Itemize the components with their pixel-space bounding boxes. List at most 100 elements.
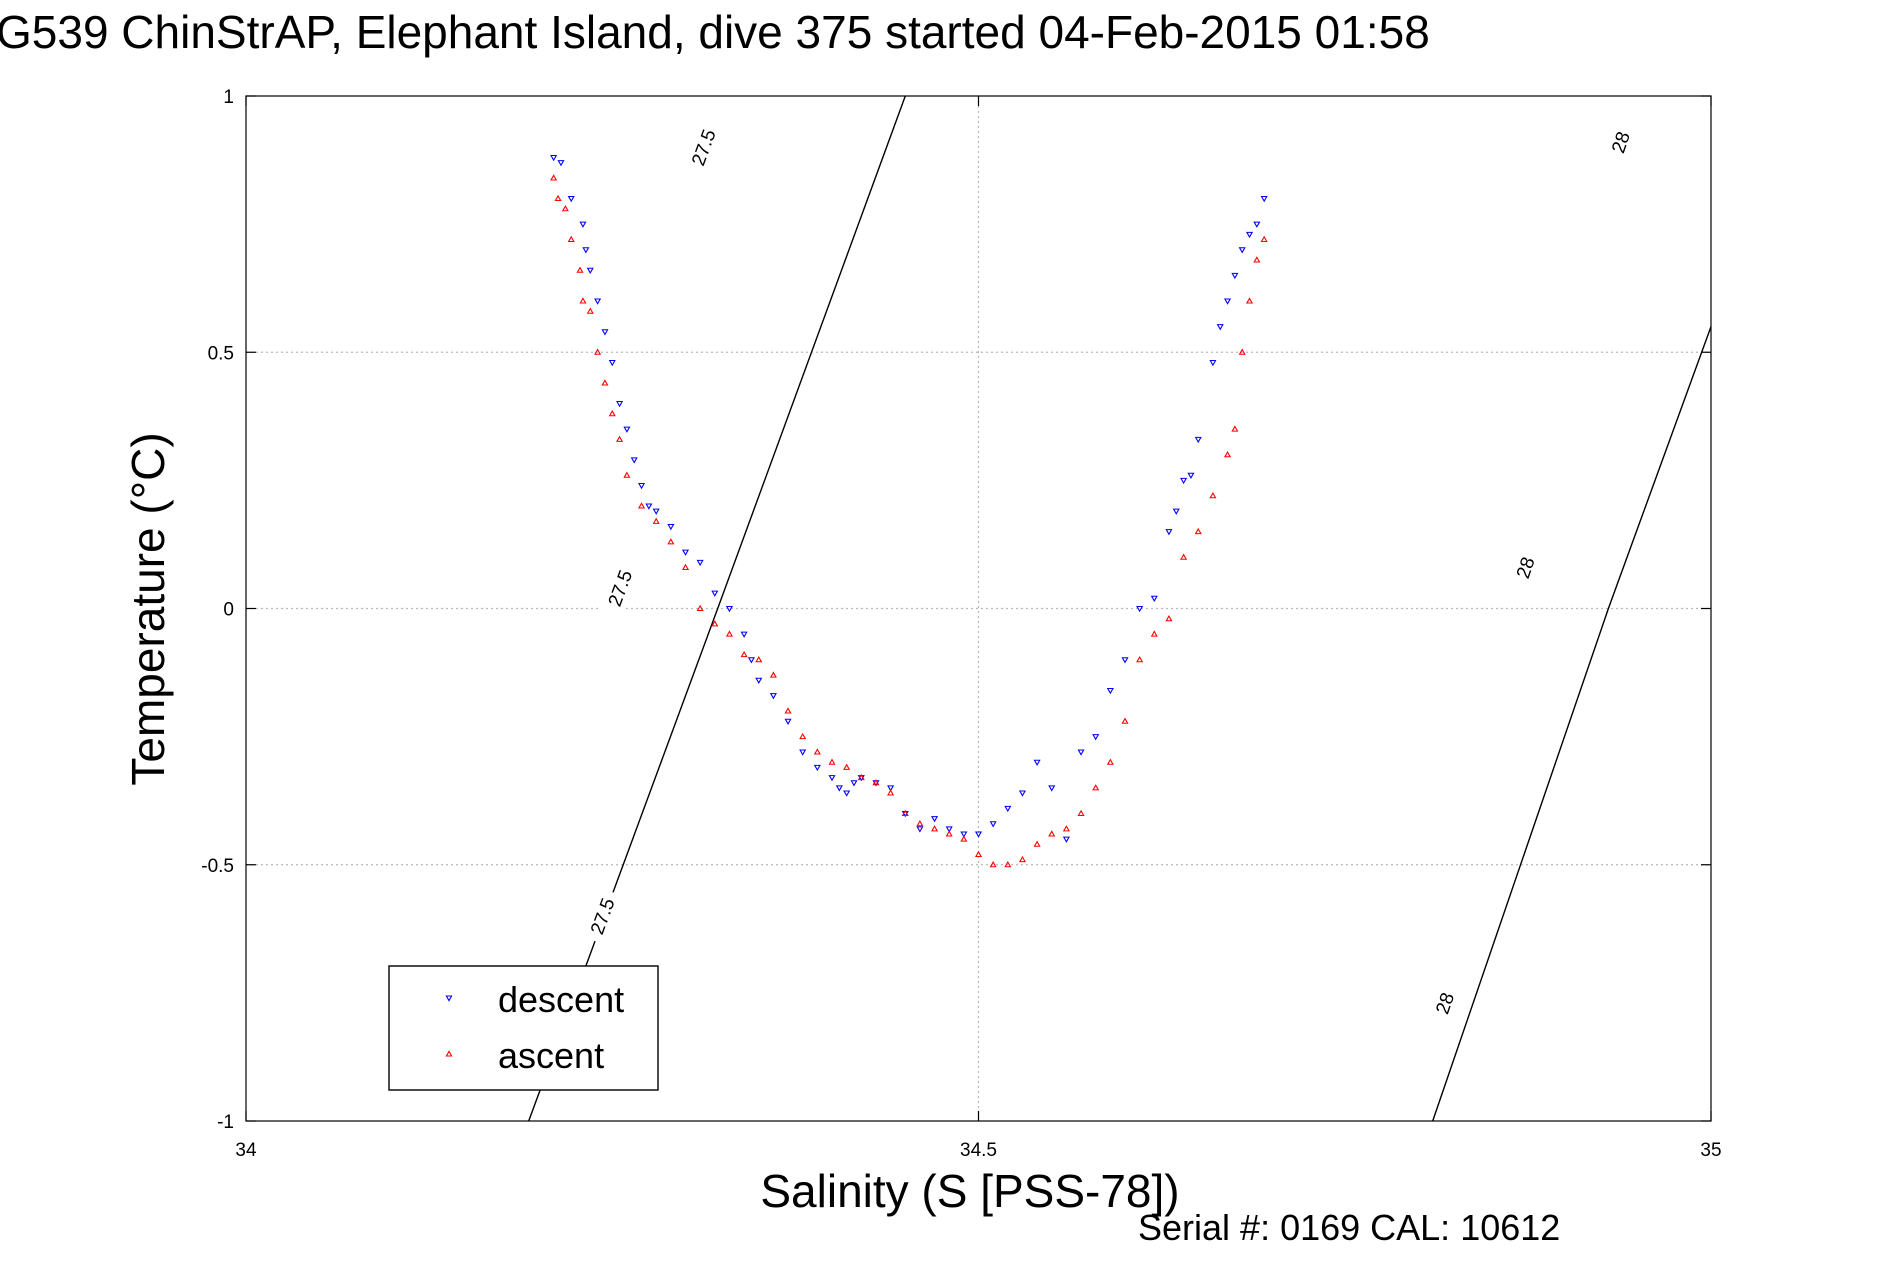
ascent-point	[1062, 825, 1070, 832]
ascent-point	[579, 297, 587, 304]
descent-point	[582, 247, 590, 254]
descent-point	[755, 677, 763, 684]
ascent-point	[1194, 527, 1202, 535]
ascent-point	[872, 779, 880, 786]
isopycnal-label: 27.5	[587, 896, 619, 938]
tick-layer: 34 34.5 35 -1 -0.5 0 0.5 1	[201, 87, 1721, 1161]
ascent-point	[755, 656, 763, 663]
ascent-point	[769, 671, 777, 678]
ascent-point	[1260, 235, 1268, 243]
descent-point	[667, 523, 675, 531]
legend-label-descent: descent	[498, 979, 624, 1020]
descent-point	[931, 816, 939, 823]
x-axis-label: Salinity (S [PSS-78])	[760, 1165, 1179, 1217]
ascent-point	[725, 630, 733, 637]
legend-marker-descent	[445, 995, 453, 1002]
ascent-point	[784, 707, 792, 714]
ascent-point	[1048, 830, 1056, 837]
x-tick-label: 35	[1700, 1140, 1721, 1161]
descent-point	[916, 826, 924, 833]
x-tick-label: 34	[235, 1140, 257, 1161]
descent-point	[887, 785, 895, 792]
ascent-point	[1224, 451, 1232, 458]
ascent-point	[554, 194, 562, 202]
ascent-point	[1150, 630, 1158, 637]
descent-point	[1194, 436, 1202, 444]
ascent-point	[681, 563, 690, 571]
ascent-point	[901, 809, 909, 817]
descent-point	[740, 631, 748, 638]
y-tick-label: -0.5	[201, 856, 234, 877]
ascent-point	[857, 773, 865, 781]
ascent-point	[974, 850, 983, 858]
ascent-point	[561, 205, 569, 212]
isopycnal-line	[528, 95, 906, 1122]
descent-point	[799, 749, 807, 756]
ascent-point	[1033, 840, 1041, 847]
descent-point	[1106, 687, 1114, 695]
isopycnal-line	[1432, 326, 1712, 1122]
descent-point	[1224, 298, 1232, 305]
ascent-point	[1253, 256, 1261, 263]
isopycnal-label-bg	[1600, 113, 1640, 171]
descent-point	[1238, 247, 1246, 254]
ascent-point	[843, 763, 851, 770]
y-tick-label: 0	[223, 600, 234, 621]
descent-point	[1004, 805, 1012, 813]
descent-point	[608, 359, 616, 367]
ascent-point	[1245, 297, 1254, 304]
ascent-point	[887, 789, 895, 796]
descent-point	[1260, 195, 1268, 203]
x-tick-label: 34.5	[960, 1140, 997, 1161]
ascent-point	[740, 650, 748, 658]
descent-point	[1033, 759, 1041, 766]
descent-point	[550, 154, 558, 162]
descent-point	[843, 790, 851, 797]
descent-point	[638, 482, 646, 490]
descent-point	[1018, 790, 1026, 797]
descent-point	[1216, 324, 1224, 331]
descent-point	[1172, 508, 1180, 515]
y-tick-label: -1	[217, 1112, 234, 1133]
descent-point	[557, 160, 565, 167]
descent-point	[1180, 477, 1188, 485]
ascent-point	[989, 861, 997, 868]
ascent-point	[1004, 861, 1012, 868]
descent-point	[945, 826, 953, 833]
ascent-point	[623, 471, 631, 478]
descent-point	[974, 831, 983, 838]
ascent-point	[1018, 855, 1026, 863]
isopycnal-label-bg	[1424, 974, 1465, 1032]
ascent-point	[696, 604, 704, 612]
y-axis-label: Temperature (°C)	[122, 432, 174, 785]
ascent-point	[586, 307, 594, 314]
ascent-point	[667, 538, 675, 545]
legend-box	[388, 965, 659, 1091]
isopycnal-label-bg	[599, 559, 640, 617]
descent-point	[850, 780, 858, 787]
descent-point	[623, 426, 631, 433]
descent-point	[579, 221, 587, 228]
ascent-point	[1238, 348, 1246, 355]
isopycnal-label: 27.5	[605, 568, 637, 610]
grid-layer	[246, 96, 1711, 1121]
ascent-point	[945, 830, 953, 837]
descent-point	[1121, 657, 1129, 664]
isopycnal-label: 27.5	[688, 127, 720, 169]
points-layer	[550, 154, 1268, 868]
ascent-point	[594, 348, 602, 355]
serial-footer: Serial #: 0169 CAL: 10612	[1138, 1207, 1560, 1248]
ascent-point	[608, 410, 616, 417]
ascent-point	[576, 266, 584, 273]
ascent-point	[931, 825, 939, 832]
descent-point	[645, 503, 653, 510]
ascent-point	[711, 620, 719, 627]
isopycnal-label-bg	[1505, 539, 1545, 596]
legend: descent ascent	[388, 965, 659, 1091]
descent-point	[1092, 734, 1100, 741]
descent-point	[711, 590, 719, 597]
descent-point	[828, 775, 836, 782]
descent-point	[1136, 605, 1144, 613]
ascent-point	[567, 235, 575, 243]
